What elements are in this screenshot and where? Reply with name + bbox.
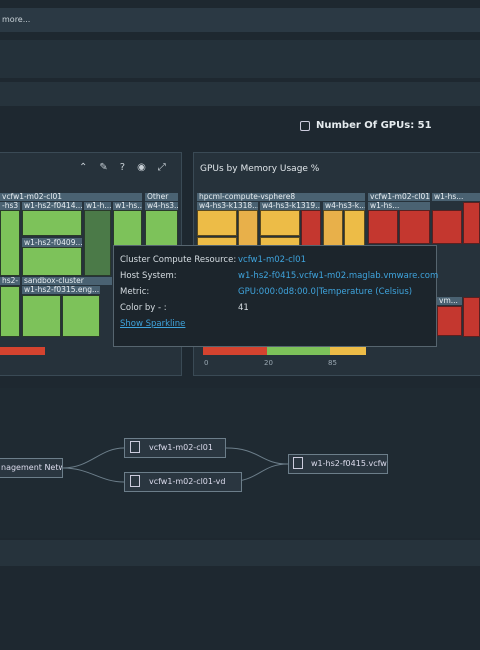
cell[interactable]	[432, 210, 462, 244]
topology: nagement Netw vcfw1-m02-cl01 vcfw1-m02-c…	[0, 388, 480, 538]
top-bar: more...	[0, 8, 480, 32]
host-header: w4-hs3-k1319....	[260, 202, 320, 210]
cell[interactable]	[238, 210, 258, 246]
cell[interactable]	[22, 295, 61, 337]
toolbar2	[0, 82, 480, 106]
cell[interactable]	[145, 210, 178, 246]
legend-yellow	[330, 347, 366, 355]
host-header: w4-hs3-k1318....	[197, 202, 258, 210]
host-header: w1-hs...	[113, 202, 142, 210]
cell[interactable]	[113, 210, 142, 246]
tooltip-label: Host System:	[120, 271, 177, 281]
panel-tools[interactable]: ⌃✎?◉⤢	[79, 162, 178, 173]
group-header: vcfw1-m02-cl01	[0, 193, 142, 201]
cell[interactable]	[301, 210, 321, 246]
host-header: w1-h...	[84, 202, 111, 210]
tooltip: Cluster Compute Resource: vcfw1-m02-cl01 H…	[113, 245, 439, 347]
cell[interactable]	[463, 297, 480, 337]
group-header: w1-hs...	[432, 193, 480, 201]
tooltip-value: vcfw1-m02-cl01	[238, 255, 306, 265]
tooltip-label: Cluster Compute Resource:	[120, 255, 237, 265]
node[interactable]: vcfw1-m02-cl01-vd	[124, 472, 242, 492]
cell[interactable]	[0, 210, 20, 276]
cell[interactable]	[437, 306, 462, 336]
sparkline-link[interactable]: Show Sparkline	[120, 319, 186, 329]
cell[interactable]	[84, 210, 111, 276]
legend-bar	[0, 347, 45, 355]
tooltip-value: 41	[238, 303, 249, 313]
tooltip-value: GPU:000:0d8:00.0|Temperature (Celsius)	[238, 287, 413, 297]
group-header: hpcml-compute-vsphere8	[197, 193, 365, 201]
node-icon	[130, 441, 140, 453]
group-header: vcfw1-m02-cl01	[368, 193, 430, 201]
cell[interactable]	[22, 210, 82, 236]
node[interactable]: w1-hs2-f0415.vcfw1	[288, 454, 388, 474]
node[interactable]: nagement Netw	[0, 458, 63, 478]
cell[interactable]	[344, 210, 365, 246]
group-header: sandbox-cluster	[22, 277, 112, 285]
host-header: vm...	[437, 297, 462, 305]
group-header: Other	[145, 193, 178, 201]
legend-green	[267, 347, 330, 355]
cell[interactable]	[62, 295, 100, 337]
cell[interactable]	[463, 202, 480, 244]
host-header: w1-hs2-f0414...	[22, 202, 82, 210]
legend-label: 85	[328, 359, 337, 367]
gpu-icon	[300, 121, 310, 131]
footer-band	[0, 540, 480, 566]
more-link[interactable]: more...	[2, 15, 31, 24]
host-header: w1-hs2-f0409...	[22, 238, 82, 247]
toolbar	[0, 40, 480, 78]
host-header: -hs3	[0, 202, 20, 210]
cell[interactable]	[22, 247, 82, 276]
node-icon	[293, 457, 303, 469]
tooltip-label: Color by - :	[120, 303, 167, 313]
host-header: w4-hs3-k...	[323, 202, 365, 210]
cell[interactable]	[197, 210, 237, 236]
cell[interactable]	[399, 210, 430, 244]
tooltip-label: Metric:	[120, 287, 150, 297]
panel-title: GPUs by Memory Usage %	[200, 164, 320, 174]
host-header: w4-hs3...	[145, 202, 178, 210]
tooltip-value: w1-hs2-f0415.vcfw1-m02.maglab.vmware.com	[238, 271, 439, 281]
cell[interactable]	[368, 210, 398, 244]
topology-edges	[62, 447, 289, 483]
cell[interactable]	[0, 286, 20, 337]
host-header: w1-hs...	[368, 202, 430, 210]
cell[interactable]	[323, 210, 343, 246]
node[interactable]: vcfw1-m02-cl01	[124, 438, 226, 458]
host-header: w1-hs2-f0315.eng...	[22, 286, 100, 294]
node-icon	[130, 475, 140, 487]
host-header: hs2-	[0, 277, 20, 285]
legend-label: 20	[264, 359, 273, 367]
cell[interactable]	[260, 210, 300, 236]
gpu-count: Number Of GPUs: 51	[316, 120, 432, 131]
legend-label: 0	[204, 359, 209, 367]
legend-red	[203, 347, 267, 355]
